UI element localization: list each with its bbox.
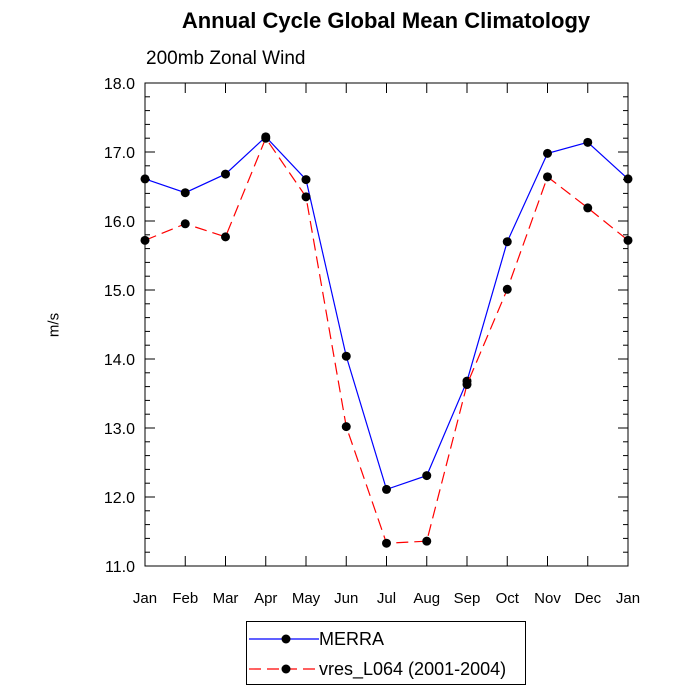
y-tick-label: 15.0: [104, 283, 135, 300]
data-point: [341, 422, 351, 432]
x-tick-label: Sep: [454, 590, 481, 607]
data-point: [583, 137, 593, 147]
chart-title: Annual Cycle Global Mean Climatology: [181, 8, 591, 33]
data-point: [543, 148, 552, 158]
x-tick-label: Jan: [616, 590, 640, 607]
y-tick-label: 11.0: [105, 559, 135, 576]
x-tick-label: Aug: [413, 590, 440, 607]
legend-label-0: MERRA: [319, 629, 385, 649]
x-tick-label: Apr: [254, 590, 277, 607]
x-tick-label: Nov: [534, 590, 561, 607]
data-point: [502, 237, 512, 247]
data-point: [422, 536, 432, 546]
y-tick-label: 16.0: [104, 214, 135, 231]
legend: MERRA vres_L064 (2001-2004): [246, 621, 526, 685]
data-point: [583, 203, 593, 213]
legend-swatch-0: [249, 634, 319, 644]
y-tick-label: 13.0: [104, 421, 135, 438]
y-tick-label: 17.0: [104, 145, 135, 162]
data-point: [180, 219, 190, 229]
data-point: [382, 484, 391, 494]
x-tick-label: Feb: [172, 590, 198, 607]
data-point: [462, 380, 472, 390]
legend-label-1: vres_L064 (2001-2004): [319, 659, 507, 679]
series-0: [140, 132, 633, 494]
data-point: [180, 188, 190, 198]
data-point: [341, 351, 351, 361]
data-point: [261, 133, 271, 143]
data-point: [382, 538, 391, 548]
data-point: [301, 175, 311, 185]
data-point: [502, 284, 512, 294]
data-point: [422, 471, 432, 481]
x-tick-label: Jun: [334, 590, 358, 607]
y-tick-label: 12.0: [104, 490, 135, 507]
y-tick-label: 18.0: [104, 76, 135, 93]
y-tick-label: 14.0: [104, 352, 135, 369]
data-point: [221, 169, 230, 179]
x-tick-label: Dec: [574, 590, 601, 607]
chart-subtitle: 200mb Zonal Wind: [146, 48, 306, 69]
data-point: [543, 172, 552, 182]
series-1: [140, 133, 633, 548]
x-tick-label: Jul: [377, 590, 396, 607]
axis-tick-labels: 11.0 12.0 13.0 14.0 15.0 16.0 17.0 18.0 Jan Feb Ma…: [104, 76, 640, 607]
legend-item-0: MERRA: [247, 624, 525, 654]
x-tick-label: Oct: [496, 590, 520, 607]
series-line-1: [144, 136, 629, 544]
legend-swatch-1: [249, 664, 319, 674]
data-point: [221, 232, 230, 242]
x-tick-label: May: [292, 590, 321, 607]
plot-frame: [144, 82, 629, 567]
data-point: [301, 192, 311, 202]
x-tick-label: Jan: [133, 590, 157, 607]
series-line-0: [144, 135, 629, 491]
data-series: [140, 132, 633, 548]
legend-item-1: vres_L064 (2001-2004): [247, 654, 525, 684]
x-tick-label: Mar: [213, 590, 239, 607]
